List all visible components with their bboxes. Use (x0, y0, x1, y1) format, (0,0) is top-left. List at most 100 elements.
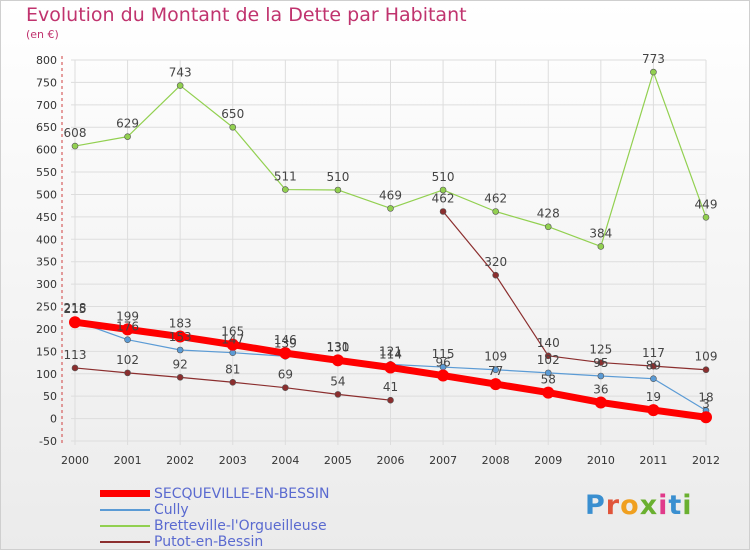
data-label: 109 (695, 350, 718, 364)
y-tick-label: 300 (36, 278, 57, 291)
x-tick-label: 2004 (271, 454, 299, 467)
data-label: 146 (274, 333, 297, 347)
data-point (492, 366, 499, 374)
x-tick-label: 2008 (482, 454, 510, 467)
legend-label-secqueville: SECQUEVILLE-EN-BESSIN (154, 486, 330, 502)
data-point (597, 372, 605, 380)
data-label: 41 (383, 380, 398, 394)
data-point (650, 362, 657, 370)
data-point (124, 336, 131, 343)
data-label: 183 (169, 317, 192, 331)
data-label: 58 (541, 373, 556, 387)
data-point (702, 366, 710, 374)
x-tick-label: 2002 (166, 454, 194, 467)
data-label: 608 (64, 126, 87, 140)
data-point (282, 384, 289, 391)
data-label: 102 (116, 353, 139, 367)
legend-label-bretteville: Bretteville-l'Orgueilleuse (154, 518, 327, 534)
legend-label-putot: Putot-en-Bessin (154, 534, 264, 550)
y-tick-label: 100 (36, 368, 57, 381)
x-tick-label: 2006 (377, 454, 405, 467)
data-point (597, 359, 605, 366)
data-point (387, 205, 394, 212)
data-label: 54 (330, 374, 345, 388)
y-tick-label: 800 (36, 54, 57, 67)
data-label: 176 (116, 320, 139, 334)
data-label: 629 (116, 117, 139, 131)
legend-swatch-cully (100, 509, 150, 511)
data-label: 18 (698, 391, 713, 405)
x-tick-label: 2010 (587, 454, 615, 467)
data-label: 121 (379, 344, 402, 358)
data-label: 36 (593, 382, 608, 396)
data-label: 109 (484, 350, 507, 364)
data-label: 199 (116, 309, 139, 323)
data-point (594, 396, 607, 409)
data-point (492, 271, 499, 279)
data-point (71, 364, 79, 372)
series-line (442, 210, 707, 371)
legend-item-cully: Cully (100, 502, 360, 518)
data-point (69, 316, 81, 329)
data-label: 125 (589, 343, 612, 357)
data-label: 428 (537, 207, 560, 221)
data-point (124, 369, 131, 377)
data-label: 96 (435, 356, 450, 370)
y-tick-label: 550 (36, 166, 57, 179)
data-point (334, 186, 342, 194)
y-tick-label: 700 (36, 99, 57, 112)
y-tick-label: 200 (36, 323, 57, 336)
data-point (387, 396, 394, 404)
legend: SECQUEVILLE-EN-BESSIN Cully Bretteville-… (100, 486, 360, 550)
data-point (176, 346, 184, 354)
data-point (176, 82, 184, 89)
data-point (650, 68, 657, 76)
data-label: 511 (274, 170, 297, 184)
y-tick-label: 450 (36, 211, 57, 224)
data-point (176, 374, 184, 381)
data-label: 510 (432, 170, 455, 184)
data-point (439, 208, 447, 215)
data-point (544, 369, 552, 377)
data-label: 117 (642, 346, 665, 360)
data-label: 469 (379, 188, 402, 202)
y-tick-label: 250 (36, 301, 57, 314)
data-label: 131 (326, 340, 349, 354)
x-tick-label: 2011 (639, 454, 667, 467)
data-point (492, 208, 499, 215)
x-tick-label: 2003 (219, 454, 247, 467)
data-point (229, 123, 237, 131)
data-label: 147 (221, 333, 244, 347)
legend-item-bretteville: Bretteville-l'Orgueilleuse (100, 518, 360, 534)
data-label: 19 (646, 390, 661, 404)
data-point (597, 243, 605, 250)
data-label: 462 (432, 192, 455, 206)
legend-swatch-bretteville (100, 525, 150, 527)
data-label: 89 (646, 359, 661, 373)
x-tick-label: 2009 (534, 454, 562, 467)
data-point (174, 330, 187, 343)
data-point (700, 411, 712, 424)
data-point (229, 378, 237, 386)
data-label: 384 (589, 226, 612, 240)
data-point (542, 386, 555, 399)
data-label: 650 (221, 107, 244, 121)
data-point (647, 404, 660, 417)
y-tick-label: 750 (36, 76, 57, 89)
data-label: 77 (488, 364, 503, 378)
data-label: 773 (642, 52, 665, 66)
data-point (439, 186, 447, 194)
data-point (124, 133, 131, 140)
data-point (544, 352, 552, 360)
legend-item-secqueville: SECQUEVILLE-EN-BESSIN (100, 486, 360, 502)
x-tick-label: 2005 (324, 454, 352, 467)
data-label: 165 (221, 325, 244, 339)
data-label: 113 (64, 348, 87, 362)
x-tick-label: 2012 (692, 454, 720, 467)
data-point (437, 369, 450, 382)
data-label: 743 (169, 66, 192, 80)
data-point (334, 391, 342, 398)
y-tick-label: 400 (36, 233, 57, 246)
